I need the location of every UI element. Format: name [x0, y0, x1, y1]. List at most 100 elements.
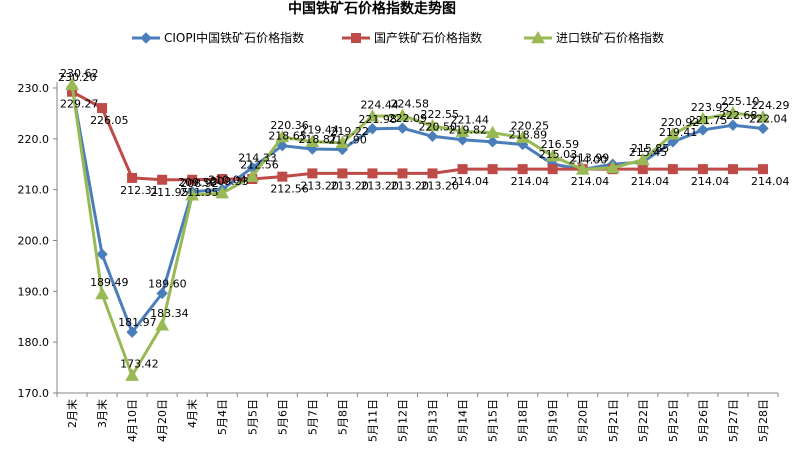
data-point-marker: [215, 186, 230, 199]
data-label: 189.49: [90, 276, 129, 289]
data-point-marker: [457, 164, 468, 175]
data-label: 212.31: [120, 184, 158, 197]
x-tick-label: 5月21日: [607, 399, 620, 442]
data-label: 210.04: [208, 173, 247, 186]
data-label: 214.04: [631, 175, 670, 188]
data-point-marker: [95, 286, 109, 300]
series-line: [71, 90, 763, 182]
data-label: 221.44: [451, 114, 490, 127]
data-point-marker: [65, 77, 79, 91]
x-tick-label: 5月12日: [396, 399, 409, 442]
y-tick-label: 210.0: [18, 184, 50, 197]
data-label: 217.90: [328, 134, 367, 147]
data-point-marker: [485, 125, 500, 139]
data-label: 218.87: [298, 133, 337, 146]
data-label: 212.56: [240, 159, 278, 172]
series-line: [70, 86, 764, 334]
x-tick-label: 4月10日: [126, 399, 139, 442]
data-label: 219.41: [659, 126, 698, 139]
data-label: 214.04: [691, 175, 730, 188]
data-point-marker: [125, 368, 139, 381]
data-point-marker: [335, 135, 350, 149]
data-label: 214.04: [571, 175, 610, 188]
data-point-marker: [726, 105, 740, 119]
data-label: 223.92: [691, 101, 730, 114]
chart-title: 中国铁矿石价格指数走势图: [288, 0, 456, 17]
legend-label: 进口铁矿石价格指数: [556, 30, 664, 45]
y-tick-label: 180.0: [18, 336, 50, 349]
data-label: 189.60: [148, 277, 187, 290]
data-point-marker: [396, 122, 409, 134]
data-point-marker: [575, 162, 590, 175]
data-label: 213.20: [330, 179, 369, 192]
y-tick-label: 170.0: [18, 387, 50, 400]
data-point-marker: [531, 30, 545, 44]
data-point-marker: [96, 248, 108, 260]
data-label: 230.20: [58, 71, 96, 84]
data-point-marker: [635, 152, 650, 166]
data-point-marker: [667, 164, 678, 175]
data-point-marker: [351, 33, 361, 43]
series-line: [70, 84, 764, 378]
x-tick-label: 5月15日: [487, 399, 500, 442]
data-point-marker: [366, 123, 379, 135]
data-point-marker: [426, 130, 439, 142]
series-layer: [65, 77, 770, 381]
data-point-marker: [486, 136, 499, 148]
data-label: 213.99: [571, 151, 610, 164]
data-label: 209.59: [178, 176, 217, 189]
data-label: 220.36: [270, 119, 309, 132]
data-label: 224.44: [360, 98, 399, 111]
data-label: 208.92: [180, 177, 219, 190]
legend-item: CIOPI中国铁矿石价格指数: [132, 30, 304, 45]
data-label: 212.56: [270, 183, 309, 196]
legend-item: 国产铁矿石价格指数: [342, 30, 482, 45]
data-label: 213.20: [390, 179, 429, 192]
x-tick-label: 4月20日: [156, 399, 169, 442]
data-point-marker: [637, 164, 648, 175]
data-label: 213.20: [300, 179, 339, 192]
data-label: 221.98: [358, 113, 397, 126]
data-label: 222.68: [719, 109, 758, 122]
data-label: 211.95: [150, 186, 189, 199]
data-label: 213.20: [421, 179, 460, 192]
x-tick-label: 5月4日: [216, 399, 229, 435]
data-point-marker: [697, 164, 708, 175]
data-label: 230.62: [60, 67, 98, 80]
x-tick-label: 5月25日: [667, 399, 680, 442]
data-point-marker: [245, 169, 260, 182]
legend-label: CIOPI中国铁矿石价格指数: [164, 30, 304, 45]
data-point-marker: [517, 164, 528, 175]
data-point-marker: [127, 172, 138, 183]
data-label: 222.04: [749, 112, 788, 125]
data-point-marker: [756, 109, 770, 123]
data-label: 211.95: [180, 186, 219, 199]
y-tick-label: 230.0: [18, 82, 50, 95]
data-label: 214.04: [451, 175, 490, 188]
data-point-marker: [455, 124, 470, 137]
data-label: 219.82: [449, 124, 488, 137]
data-label: 214.04: [511, 175, 550, 188]
data-point-marker: [140, 32, 152, 44]
data-label: 214.33: [238, 152, 276, 165]
axes: 170.0 180.0 190.0 200.0 210.0 220.0 230.0 2月末 3月…: [18, 82, 779, 442]
data-label: 229.27: [60, 98, 98, 111]
data-label: 181.97: [118, 316, 156, 329]
data-point-marker: [666, 127, 680, 140]
x-tick-label: 5月11日: [366, 399, 379, 442]
data-point-marker: [97, 103, 108, 114]
y-tick-label: 190.0: [18, 285, 50, 298]
data-point-marker: [605, 160, 620, 174]
data-point-marker: [187, 174, 198, 185]
x-tick-label: 5月7日: [306, 399, 319, 435]
data-label: 218.65: [268, 130, 307, 143]
data-label: 226.05: [90, 114, 129, 127]
data-point-marker: [277, 171, 288, 182]
data-label: 222.55: [421, 108, 460, 121]
data-point-marker: [367, 168, 378, 179]
x-tick-label: 5月13日: [427, 399, 440, 442]
data-label: 173.42: [120, 358, 158, 371]
data-label: 221.75: [689, 114, 728, 127]
